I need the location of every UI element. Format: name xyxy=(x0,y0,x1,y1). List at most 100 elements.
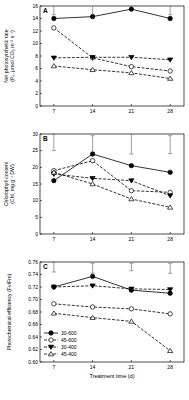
plot-frame xyxy=(40,262,184,362)
x-tick xyxy=(53,104,54,106)
marker xyxy=(168,16,172,20)
figure: 02468101214167142128ANet photosynthetic … xyxy=(0,0,189,400)
lsd-bar xyxy=(91,6,95,15)
lsd-cap xyxy=(91,135,95,136)
y-tick xyxy=(40,134,42,135)
lsd-bar xyxy=(129,134,133,154)
panel: 0510152025307142128BChlorophyll content(… xyxy=(3,131,184,242)
lsd-cap xyxy=(52,134,56,135)
y-tick xyxy=(40,217,42,218)
lsd-bar xyxy=(52,6,56,15)
marker xyxy=(129,307,133,311)
y-tick-label: 0 xyxy=(35,231,38,237)
marker xyxy=(168,170,172,174)
marker xyxy=(90,55,95,59)
marker xyxy=(168,69,172,73)
y-tick-label: 4 xyxy=(35,78,38,84)
lsd-bar xyxy=(91,263,95,273)
marker xyxy=(51,285,56,289)
legend-marker xyxy=(49,331,53,335)
x-axis-label: Treatment time (d) xyxy=(89,373,134,379)
marker xyxy=(129,179,134,183)
y-tick xyxy=(40,93,42,94)
y-tick xyxy=(40,337,42,338)
lsd-stem xyxy=(92,263,93,273)
legend-marker xyxy=(48,345,53,349)
series-line xyxy=(54,304,170,314)
legend-label: 45-400 xyxy=(61,351,77,357)
marker xyxy=(90,56,94,60)
x-tick-label: 7 xyxy=(52,364,55,370)
legend: 30-60045-60030-40045-400 xyxy=(44,330,77,357)
marker xyxy=(90,182,95,186)
y-tick xyxy=(40,312,42,313)
marker xyxy=(129,70,134,74)
x-tick-label: 14 xyxy=(90,108,96,114)
lsd-bar xyxy=(52,262,56,272)
marker xyxy=(168,194,173,198)
y-tick xyxy=(40,43,42,44)
lsd-cap xyxy=(129,154,133,155)
y-tick-label: 0 xyxy=(35,103,38,109)
y-tick-label: 6 xyxy=(35,65,38,71)
legend-marker xyxy=(48,352,53,356)
lsd-stem xyxy=(131,134,132,154)
marker xyxy=(168,288,173,292)
legend-label: 30-600 xyxy=(61,330,77,336)
y-tick xyxy=(40,287,42,288)
y-tick xyxy=(40,184,42,185)
series-line xyxy=(54,276,170,293)
x-tick-label: 28 xyxy=(167,236,173,242)
y-tick-label: 12 xyxy=(32,28,38,34)
y-tick-label: 0.68 xyxy=(28,309,38,315)
y-tick-label: 25 xyxy=(32,147,38,153)
marker xyxy=(52,16,56,20)
lsd-stem xyxy=(53,262,54,272)
marker xyxy=(129,55,134,59)
y-tick xyxy=(40,31,42,32)
data-area xyxy=(51,6,173,80)
x-tick xyxy=(131,232,132,234)
marker xyxy=(90,284,95,288)
lsd-stem xyxy=(92,6,93,15)
marker xyxy=(129,287,134,291)
x-tick xyxy=(92,232,93,234)
series-line xyxy=(54,313,170,351)
y-tick xyxy=(40,262,42,263)
marker xyxy=(90,158,94,162)
lsd-cap xyxy=(91,263,95,264)
x-tick-label: 21 xyxy=(129,236,135,242)
y-tick xyxy=(40,299,42,300)
marker xyxy=(129,288,133,292)
y-tick-label: 0.76 xyxy=(28,259,38,265)
marker xyxy=(129,7,133,11)
y-tick-label: 0.60 xyxy=(28,359,38,365)
marker xyxy=(52,285,56,289)
series-line xyxy=(54,66,170,79)
x-tick-label: 28 xyxy=(167,108,173,114)
y-tick xyxy=(40,362,42,363)
lsd-cap xyxy=(52,272,56,273)
marker xyxy=(52,302,56,306)
series-line xyxy=(54,154,170,181)
x-tick xyxy=(53,232,54,234)
legend-label: 30-400 xyxy=(61,344,77,350)
x-tick xyxy=(170,104,171,106)
marker xyxy=(90,315,95,319)
marker xyxy=(90,14,94,18)
x-tick-label: 21 xyxy=(129,364,135,370)
panel: 0.600.620.640.660.680.700.720.740.767142… xyxy=(6,259,184,379)
lsd-cap xyxy=(168,135,172,136)
marker xyxy=(51,311,56,315)
x-tick-label: 14 xyxy=(90,236,96,242)
marker xyxy=(90,152,94,156)
y-tick-label: 0.72 xyxy=(28,284,38,290)
marker xyxy=(129,319,134,323)
y-axis-label-line: Photochemical efficiency (Fv/Fm) xyxy=(6,273,12,350)
marker xyxy=(51,56,56,60)
plot-frame xyxy=(40,6,184,106)
y-axis-label-line: (Pₙ, μmol CO₂ m⁻² s⁻¹) xyxy=(9,30,15,82)
marker xyxy=(90,177,95,181)
marker xyxy=(51,170,56,174)
lsd-cap xyxy=(168,153,172,154)
